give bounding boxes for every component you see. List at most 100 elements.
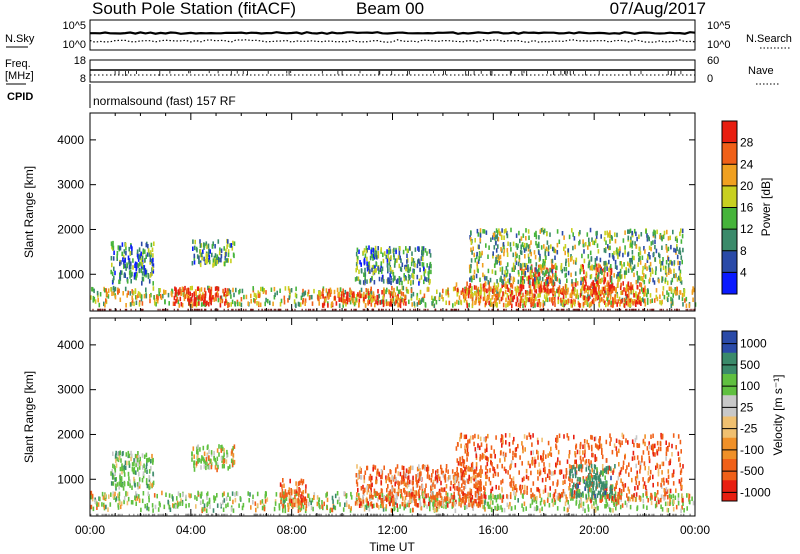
power-cell <box>193 308 195 311</box>
velocity-cell <box>668 442 670 447</box>
velocity-cell <box>373 492 376 497</box>
velocity-cell <box>408 466 411 472</box>
power-cell <box>503 276 506 282</box>
velocity-cell <box>400 494 402 499</box>
power-cell <box>604 248 607 254</box>
power-cell <box>209 297 212 302</box>
velocity-cell <box>419 505 422 510</box>
power-cell <box>403 298 405 303</box>
velocity-cell <box>398 488 401 494</box>
velocity-cell <box>163 504 166 510</box>
power-cell <box>93 288 95 294</box>
power-cell <box>466 281 468 286</box>
power-cell <box>637 292 640 297</box>
velocity-cell <box>357 487 359 493</box>
power-cell <box>531 301 533 307</box>
power-cell <box>589 241 591 247</box>
velocity-cell <box>446 503 449 508</box>
power-cell <box>133 301 135 307</box>
velocity-cell <box>412 493 414 498</box>
power-cell <box>481 250 483 256</box>
power-cell <box>589 291 592 296</box>
power-cell <box>450 308 452 311</box>
cpid-text: normalsound (fast) 157 RF <box>93 94 236 108</box>
power-cell <box>388 308 390 311</box>
power-cell <box>531 275 533 280</box>
power-cell <box>617 279 619 285</box>
power-cell <box>682 302 684 307</box>
velocity-cell <box>672 493 675 499</box>
power-cell <box>295 286 297 292</box>
power-cell <box>658 253 661 259</box>
power-cell <box>593 240 596 246</box>
power-cell <box>280 308 282 311</box>
power-cell <box>124 273 126 278</box>
power-cell <box>439 292 441 297</box>
power-cell <box>525 291 528 297</box>
velocity-cell <box>649 469 652 475</box>
power-cell <box>650 246 652 252</box>
velocity-cell <box>456 466 458 472</box>
velocity-cell <box>373 488 376 494</box>
velocity-cell <box>483 454 485 459</box>
velocity-cell <box>432 494 434 499</box>
power-cell <box>422 246 425 251</box>
velocity-cell <box>544 466 546 472</box>
velocity-cell <box>475 477 477 483</box>
power-cell <box>360 268 363 273</box>
velocity-cell <box>305 484 307 489</box>
power-cell <box>389 301 392 306</box>
power-cell <box>283 295 286 301</box>
velocity-cell <box>470 498 472 503</box>
power-cell <box>530 302 532 308</box>
velocity-cell <box>472 470 475 475</box>
power-cell <box>369 255 372 261</box>
power-cell <box>237 301 239 307</box>
power-cell <box>533 232 536 237</box>
power-cell <box>561 290 563 295</box>
velocity-cell <box>435 507 438 513</box>
velocity-cell <box>154 504 157 510</box>
power-cell <box>207 257 210 263</box>
power-cell <box>311 294 313 300</box>
velocity-cell <box>451 494 453 500</box>
power-cell <box>319 294 322 300</box>
velocity-cell <box>639 469 641 474</box>
power-cell <box>676 308 678 311</box>
velocity-cell <box>539 508 541 513</box>
velocity-cell <box>417 473 419 478</box>
power-cell <box>396 279 399 284</box>
power-cell <box>397 293 399 299</box>
power-cell <box>293 299 296 304</box>
power-cell <box>138 268 141 274</box>
velocity-cell <box>649 496 652 501</box>
power-cell <box>110 241 113 246</box>
velocity-cell <box>594 436 597 441</box>
power-cell <box>402 298 404 303</box>
power-cell <box>412 280 414 285</box>
power-cell <box>219 247 221 252</box>
velocity-cell <box>660 432 662 438</box>
power-cell <box>195 301 198 306</box>
power-cell <box>376 300 379 306</box>
power-cell <box>532 302 535 307</box>
power-cell <box>482 272 484 278</box>
velocity-cell <box>481 452 484 458</box>
power-cell <box>594 262 597 267</box>
velocity-cell <box>367 501 369 506</box>
power-cell <box>128 246 130 252</box>
power-cell <box>409 266 412 272</box>
power-cell <box>372 247 374 253</box>
velocity-cell <box>546 473 549 478</box>
power-cell <box>125 250 127 256</box>
power-cell <box>245 294 248 300</box>
velocity-cell <box>392 498 394 503</box>
velocity-cell <box>440 470 443 475</box>
power-cell <box>591 264 593 269</box>
velocity-cell <box>130 500 133 505</box>
power-cell <box>364 303 367 308</box>
velocity-cell <box>677 434 680 439</box>
power-cell <box>363 291 365 297</box>
power-cell <box>378 269 380 275</box>
power-cell <box>581 267 583 272</box>
